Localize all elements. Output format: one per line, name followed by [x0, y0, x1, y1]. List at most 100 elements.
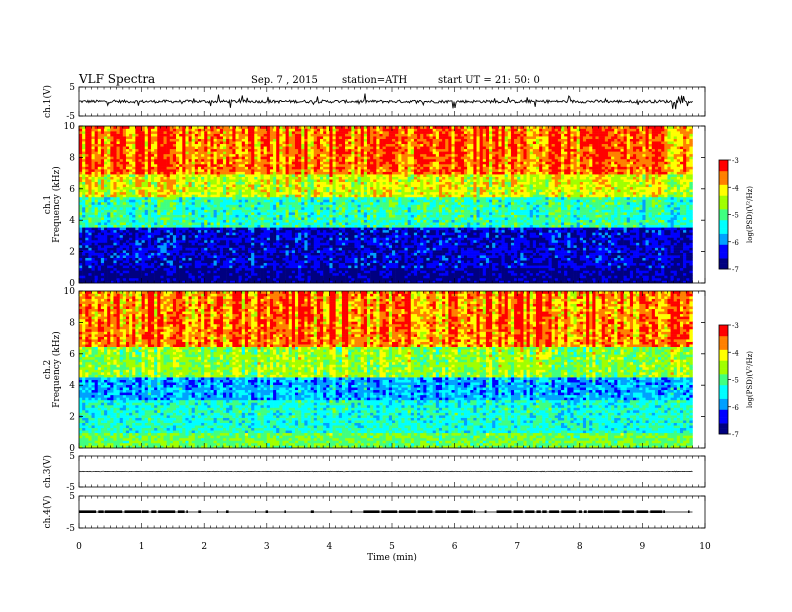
spectrogram-cell — [438, 247, 443, 251]
spectrogram-cell — [385, 270, 390, 274]
spectrogram-cell — [370, 224, 374, 228]
spectrogram-cell — [351, 260, 355, 264]
spectrogram-cell — [420, 257, 424, 261]
spectrogram-cell — [132, 262, 136, 266]
spectrogram-cell — [495, 237, 499, 241]
spectrogram-cell — [648, 265, 653, 269]
spectrogram-cell — [116, 224, 120, 228]
spectrogram-cell — [520, 234, 524, 238]
spectrogram-cell — [351, 237, 355, 241]
spectrogram-cell — [354, 237, 358, 241]
spectrogram-cell — [154, 272, 158, 276]
spectrogram-cell — [504, 237, 509, 241]
spectrogram-cell — [495, 277, 499, 281]
spectrogram-cell — [611, 229, 615, 233]
spectrogram-cell — [570, 275, 574, 279]
spectrogram-cell — [269, 219, 274, 223]
spectrogram-cell — [282, 234, 286, 238]
spectrogram-cell — [216, 219, 221, 223]
spectrogram-cell — [235, 239, 239, 243]
spectrogram-cell — [254, 247, 258, 251]
spectrogram-cell — [604, 255, 609, 258]
spectrogram-cell — [667, 267, 671, 271]
spectrogram-cell — [642, 270, 646, 274]
spectrogram-cell — [357, 239, 361, 243]
spectrogram-cell — [207, 265, 211, 269]
spectrogram-cell — [654, 234, 659, 238]
spectrogram-cell — [301, 247, 305, 251]
spectrogram-cell — [435, 250, 440, 253]
spectrogram-cell — [457, 247, 462, 251]
spectrogram-cell — [150, 232, 155, 236]
spectrogram-cell — [341, 260, 346, 264]
spectrogram-cell — [639, 272, 643, 276]
spectrogram-cell — [401, 227, 405, 231]
spectrogram-cell — [157, 222, 161, 226]
spectrogram-cell — [489, 234, 493, 238]
spectrogram-cell — [457, 224, 462, 228]
spectrogram-cell — [320, 232, 324, 236]
spectrogram-cell — [623, 245, 628, 248]
spectrogram-cell — [194, 232, 199, 236]
spectrogram-cell — [260, 219, 264, 223]
spectrogram-cell — [313, 250, 318, 253]
spectrogram-cell — [260, 242, 264, 246]
spectrogram-cell — [373, 239, 377, 243]
spectrogram-cell — [370, 242, 374, 246]
spectrogram-cell — [523, 245, 527, 248]
spectrogram-cell — [410, 229, 415, 233]
spectrogram-cell — [661, 224, 665, 228]
spectrogram-cell — [420, 237, 424, 241]
spectrogram-cell — [82, 245, 86, 248]
spectrogram-cell — [607, 280, 612, 284]
spectrogram-cell — [648, 267, 653, 271]
spectrogram-cell — [172, 267, 177, 271]
spectrogram-cell — [670, 224, 674, 228]
spectrogram-cell — [323, 267, 327, 271]
spectrogram-cell — [686, 224, 690, 228]
spectrogram-cell — [320, 227, 324, 231]
spectrogram-cell — [169, 265, 174, 269]
spectrogram-cell — [345, 270, 349, 274]
spectrogram-cell — [160, 219, 164, 223]
spectrogram-cell — [473, 255, 477, 258]
spectrogram-cell — [97, 227, 102, 231]
spectrogram-cell — [294, 262, 299, 266]
spectrogram-cell — [598, 280, 603, 284]
spectrogram-cell — [401, 270, 405, 274]
spectrogram-cell — [454, 277, 459, 281]
spectrogram-cell — [141, 270, 146, 274]
spectrogram-cell — [445, 237, 449, 241]
spectrogram-cell — [667, 239, 671, 243]
spectrogram-cell — [85, 224, 89, 228]
spectrogram-cell — [197, 222, 202, 226]
spectrogram-cell — [129, 275, 133, 279]
spectrogram-cell — [517, 227, 521, 231]
spectrogram-cell — [282, 224, 286, 228]
spectrogram-cell — [169, 234, 174, 238]
spectrogram-cell — [492, 237, 496, 241]
spectrogram-cell — [194, 275, 199, 279]
spectrogram-cell — [514, 250, 518, 253]
spectrogram-cell — [310, 255, 315, 258]
spectrogram-cell — [489, 277, 493, 281]
spectrogram-cell — [279, 257, 283, 261]
spectrogram-cell — [179, 250, 183, 253]
spectrogram-cell — [498, 277, 502, 281]
spectrogram-cell — [338, 280, 343, 284]
spectrogram-cell — [379, 242, 383, 246]
spectrogram-cell — [241, 262, 246, 266]
spectrogram-cell — [376, 245, 380, 248]
spectrogram-cell — [232, 270, 236, 274]
spectrogram-cell — [601, 280, 606, 284]
spectrogram-cell — [683, 260, 687, 264]
spectrogram-cell — [338, 252, 343, 256]
spectrogram-cell — [154, 255, 158, 258]
spectrogram-cell — [222, 262, 227, 266]
spectrogram-cell — [392, 224, 396, 228]
spectrogram-cell — [398, 227, 402, 231]
spectrogram-cell — [301, 232, 305, 236]
spectrogram-cell — [570, 229, 574, 233]
spectrogram-cell — [470, 242, 474, 246]
spectrogram-cell — [473, 227, 477, 231]
